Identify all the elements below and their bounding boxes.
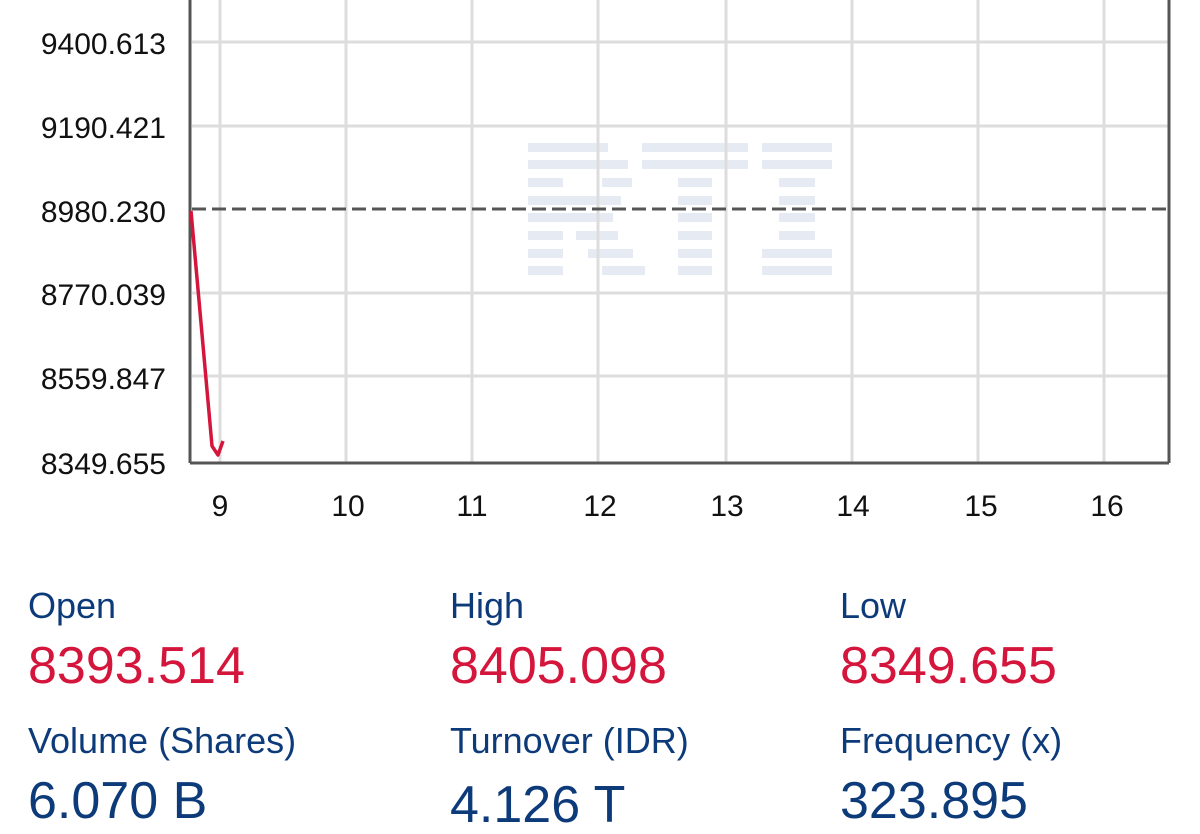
stat-open: Open 8393.514	[28, 585, 245, 695]
x-tick: 14	[836, 490, 869, 523]
plot-frame	[188, 0, 1171, 465]
y-tick: 8559.847	[41, 363, 166, 396]
x-tick: 16	[1090, 490, 1123, 523]
stat-label: High	[450, 585, 525, 626]
x-tick: 13	[710, 490, 743, 523]
index-line	[189, 210, 225, 457]
x-tick: 11	[456, 490, 487, 523]
stat-value: 8349.655	[840, 637, 1057, 695]
stat-turnover: Turnover (IDR) 4.126 T	[450, 720, 689, 834]
stat-label: Volume (Shares)	[28, 720, 297, 761]
stat-label: Low	[840, 585, 907, 626]
stat-value: 8393.514	[28, 637, 245, 695]
grid	[192, 0, 1168, 462]
stat-label: Turnover (IDR)	[450, 720, 689, 761]
stat-value: 6.070 B	[28, 772, 208, 830]
stat-label: Open	[28, 585, 117, 626]
x-tick: 15	[964, 490, 997, 523]
stat-high: High 8405.098	[450, 585, 667, 695]
stat-label: Frequency (x)	[840, 720, 1063, 761]
y-tick: 8349.655	[41, 448, 166, 481]
rti-watermark	[528, 143, 832, 275]
x-tick: 12	[583, 490, 616, 523]
stat-volume: Volume (Shares) 6.070 B	[28, 720, 297, 830]
y-tick: 8980.230	[41, 196, 166, 229]
y-tick: 9400.613	[41, 28, 166, 61]
x-tick: 10	[331, 490, 364, 523]
stat-frequency: Frequency (x) 323.895	[840, 720, 1063, 830]
intraday-chart: 9400.613 9190.421 8980.230 8770.039 8559…	[41, 0, 1171, 523]
stat-value: 4.126 T	[450, 776, 626, 834]
stat-low: Low 8349.655	[840, 585, 1057, 695]
y-axis-labels: 9400.613 9190.421 8980.230 8770.039 8559…	[41, 28, 166, 481]
y-tick: 8770.039	[41, 279, 166, 312]
y-tick: 9190.421	[41, 112, 166, 145]
stat-value: 8405.098	[450, 637, 667, 695]
x-axis-labels: 9 10 11 12 13 14 15 16	[212, 490, 1124, 523]
x-tick: 9	[212, 490, 229, 523]
stat-value: 323.895	[840, 772, 1028, 830]
